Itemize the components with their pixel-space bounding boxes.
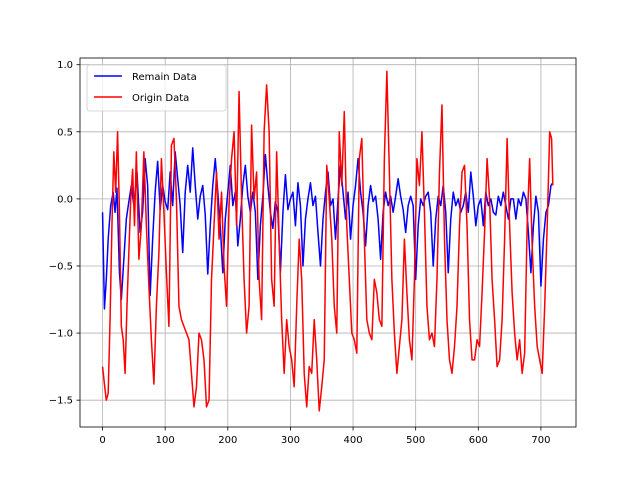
legend-label: Origin Data: [132, 93, 189, 104]
y-tick-label: −0.5: [49, 261, 73, 272]
y-tick-label: 0.5: [57, 127, 73, 138]
x-tick-label: 0: [99, 435, 105, 446]
y-tick-label: 1.0: [57, 60, 73, 71]
legend-label: Remain Data: [132, 72, 197, 83]
x-tick-label: 200: [218, 435, 237, 446]
y-tick-label: −1.5: [49, 396, 73, 407]
x-tick-label: 300: [281, 435, 300, 446]
plot-frame: [79, 57, 577, 428]
x-tick-label: 500: [406, 435, 425, 446]
x-tick-label: 600: [469, 435, 488, 446]
series-group: [101, 70, 554, 412]
legend: Remain Data Origin Data: [86, 64, 227, 112]
x-tick-label: 100: [156, 435, 175, 446]
y-tick-label: 0.0: [57, 194, 73, 205]
x-tick-label: 400: [344, 435, 363, 446]
y-tick-label: −1.0: [49, 329, 73, 340]
x-tick-label: 700: [531, 435, 550, 446]
x-axis: 0 100 200 300 400 500 600 700: [99, 427, 550, 446]
series-line-origin-data: [101, 70, 554, 412]
y-axis: −1.5 −1.0 −0.5 0.0 0.5 1.0: [49, 60, 80, 407]
